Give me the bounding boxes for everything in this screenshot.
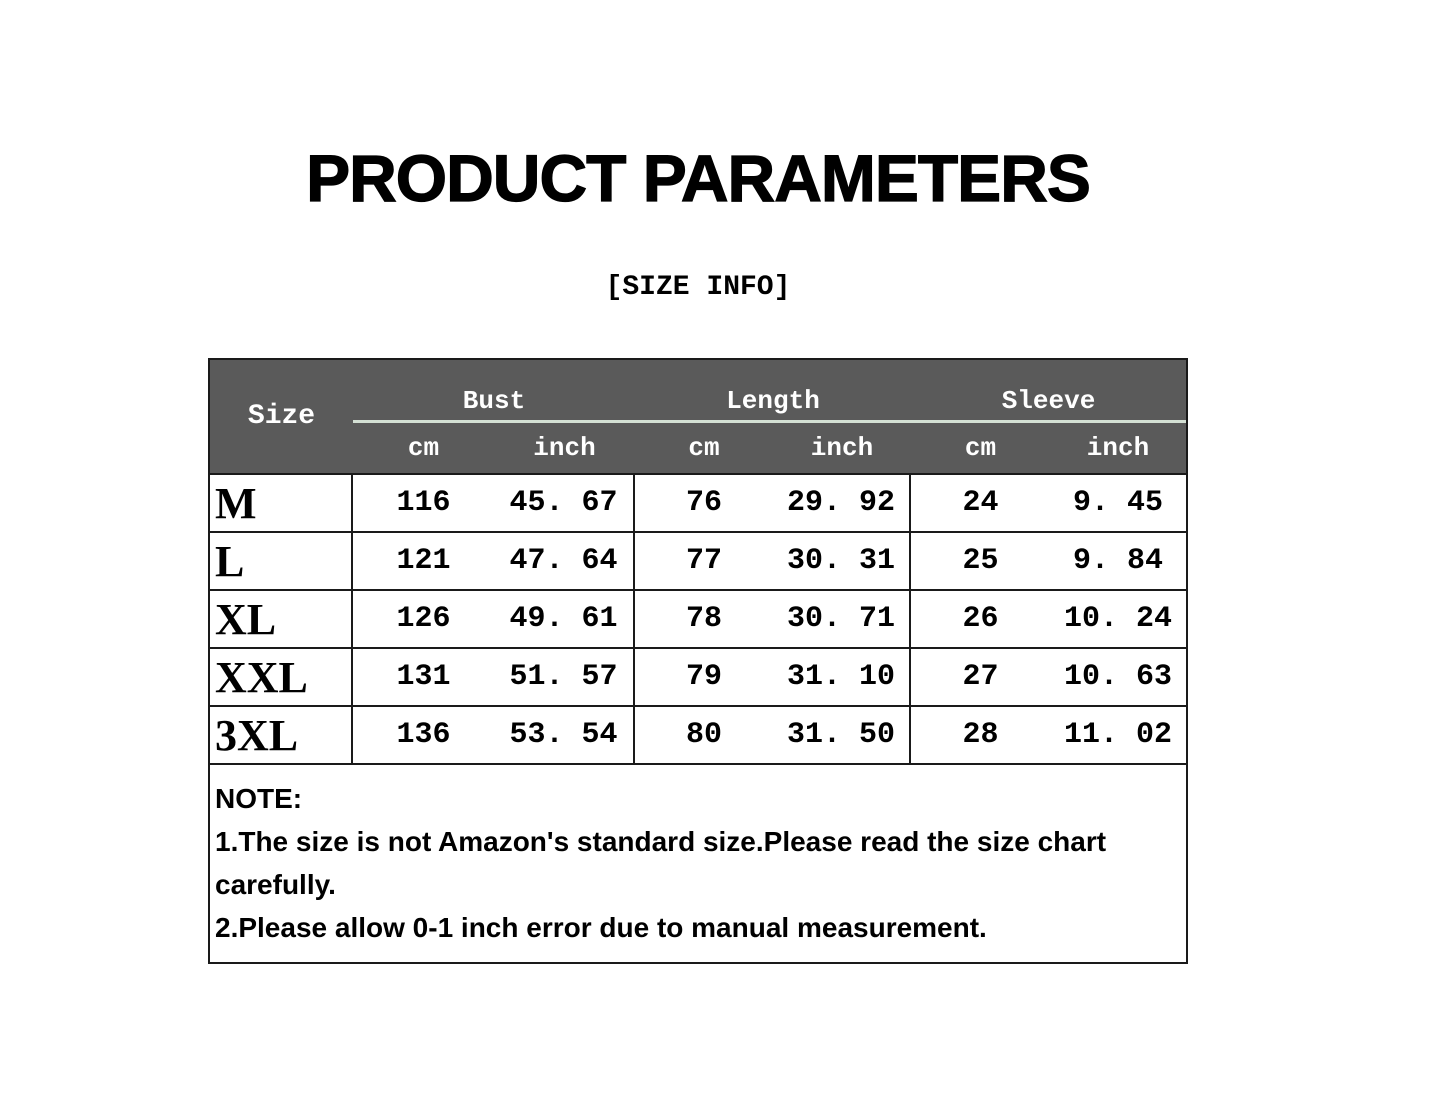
cell-bust-inch: 49. 61 [494, 591, 635, 647]
cell-length-cm: 76 [685, 486, 722, 520]
cell-bust-cm: 116 [396, 486, 451, 520]
size-label: M [210, 475, 353, 531]
cell-sleeve-cm: 25 [962, 544, 999, 578]
cell-length-inch: 31. 10 [773, 649, 911, 705]
cell-sleeve-cm: 26 [962, 602, 999, 636]
note-section: NOTE: 1.The size is not Amazon's standar… [210, 763, 1186, 962]
table-body: M 116 45. 67 76 29. 92 24 9. 45 L 121 47… [210, 473, 1186, 763]
size-label: 3XL [210, 707, 353, 763]
group-header-bust: Bust [462, 386, 526, 416]
table-row: 3XL 136 53. 54 80 31. 50 28 11. 02 [210, 705, 1186, 763]
unit-header-sleeve-inch: inch [1086, 433, 1150, 463]
page-title: PRODUCT PARAMETERS [305, 141, 1091, 215]
note-line-2: 2.Please allow 0-1 inch error due to man… [215, 912, 987, 943]
cell-sleeve-inch: 9. 84 [1072, 544, 1163, 578]
cell-sleeve-cm: 28 [962, 718, 999, 752]
unit-header-bust-inch: inch [533, 433, 596, 463]
cell-bust-inch: 47. 64 [494, 533, 635, 589]
size-info-label: [SIZE INFO] [605, 272, 791, 303]
cell-sleeve-inch: 10. 24 [1063, 602, 1173, 636]
cell-bust-inch: 51. 57 [494, 649, 635, 705]
cell-sleeve-cm: 27 [962, 660, 999, 694]
cell-bust-cm: 121 [396, 544, 451, 578]
cell-sleeve-inch: 10. 63 [1063, 660, 1173, 694]
unit-header-bust-cm: cm [407, 433, 440, 463]
size-label: L [210, 533, 353, 589]
table-row: XXL 131 51. 57 79 31. 10 27 10. 63 [210, 647, 1186, 705]
cell-bust-cm: 136 [396, 718, 451, 752]
cell-bust-inch: 45. 67 [494, 475, 635, 531]
cell-length-inch: 30. 71 [773, 591, 911, 647]
size-column-header: Size [247, 401, 316, 432]
table-row: L 121 47. 64 77 30. 31 25 9. 84 [210, 531, 1186, 589]
cell-sleeve-cm: 24 [962, 486, 999, 520]
table-header: Size Bust Length Sleeve cm inch cm inch … [210, 360, 1186, 473]
cell-length-inch: 29. 92 [773, 475, 911, 531]
cell-length-inch: 30. 31 [773, 533, 911, 589]
cell-bust-inch: 53. 54 [494, 707, 635, 763]
size-label: XL [210, 591, 353, 647]
note-line-1: 1.The size is not Amazon's standard size… [215, 826, 1107, 900]
table-row: M 116 45. 67 76 29. 92 24 9. 45 [210, 473, 1186, 531]
cell-sleeve-inch: 11. 02 [1063, 718, 1173, 752]
group-header-sleeve: Sleeve [1001, 386, 1096, 416]
table-row: XL 126 49. 61 78 30. 71 26 10. 24 [210, 589, 1186, 647]
note-heading: NOTE: [215, 783, 303, 814]
cell-length-cm: 80 [685, 718, 722, 752]
cell-length-cm: 79 [685, 660, 722, 694]
group-header-length: Length [726, 386, 820, 416]
unit-header-length-cm: cm [688, 433, 720, 463]
unit-header-sleeve-cm: cm [964, 433, 997, 463]
cell-length-cm: 77 [685, 544, 722, 578]
size-chart-table: Size Bust Length Sleeve cm inch cm inch … [208, 358, 1188, 964]
unit-header-length-inch: inch [810, 433, 874, 463]
size-label: XXL [210, 649, 353, 705]
cell-bust-cm: 131 [396, 660, 451, 694]
cell-length-inch: 31. 50 [773, 707, 911, 763]
cell-bust-cm: 126 [396, 602, 451, 636]
header-divider-line [353, 420, 1186, 423]
cell-length-cm: 78 [685, 602, 722, 636]
cell-sleeve-inch: 9. 45 [1072, 486, 1163, 520]
